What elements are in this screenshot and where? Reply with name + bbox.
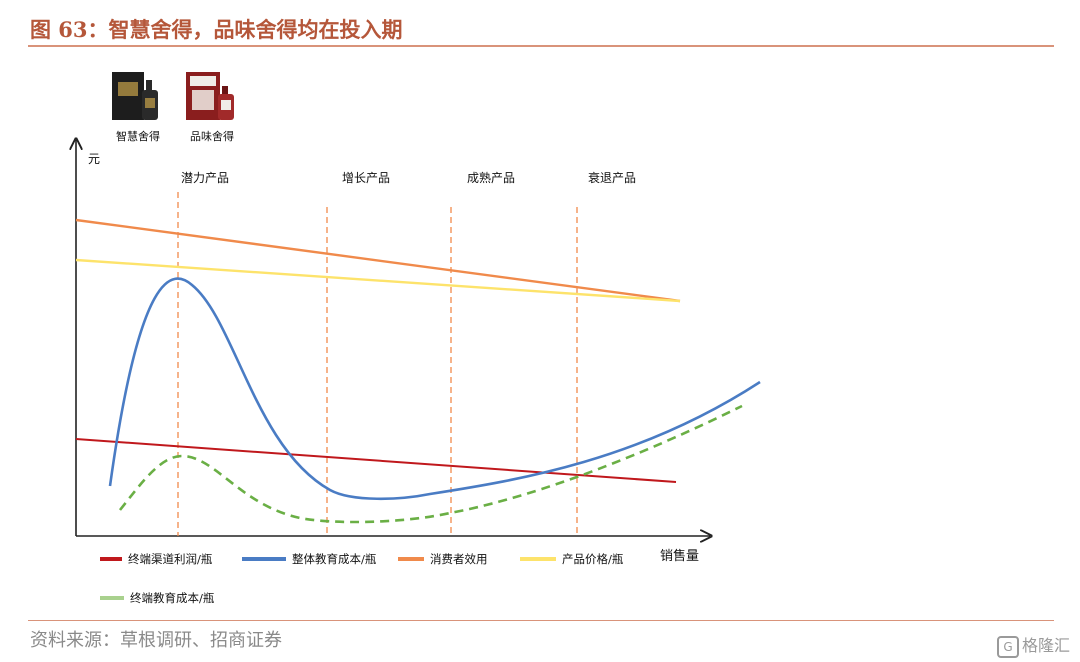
x-axis-label: 销售量: [660, 548, 699, 564]
y-axis-label: 元: [88, 152, 100, 166]
stage-label: 潜力产品: [181, 171, 229, 185]
stage-label: 衰退产品: [588, 170, 636, 185]
series-line-consumer-utility: [75, 218, 681, 303]
legend: 终端渠道利润/瓶 整体教育成本/瓶 消费者效用 产品价格/瓶 终端教育成本/瓶: [100, 552, 624, 605]
product-pinwei-shede: 品味舍得: [182, 64, 242, 144]
product-zhihui-shede: 智慧舍得: [108, 64, 168, 144]
series-line-product-price: [75, 258, 681, 303]
stage-label: 增长产品: [342, 171, 390, 185]
legend-swatch: [100, 557, 122, 561]
legend-label: 产品价格/瓶: [562, 552, 624, 566]
legend-label: 终端渠道利润/瓶: [128, 552, 213, 566]
legend-label: 消费者效用: [430, 552, 488, 566]
legend-swatch: [398, 557, 424, 561]
watermark: G 格隆汇: [996, 632, 1070, 658]
stage-label: 成熟产品: [467, 170, 515, 185]
watermark-logo-icon: G: [996, 635, 1019, 658]
footer-rule: [28, 620, 1054, 621]
series-line-terminal-education-cost: [118, 404, 743, 524]
product-caption: 智慧舍得: [116, 130, 160, 143]
watermark-text: 格隆汇: [1021, 636, 1070, 655]
source-note: 资料来源：草根调研、招商证券: [30, 630, 282, 651]
bottle-box-image: [186, 72, 234, 120]
page-title: 图 63：智慧舍得，品味舍得均在投入期: [30, 17, 403, 42]
bottle-box-image: [112, 72, 158, 120]
legend-swatch: [100, 596, 124, 600]
legend-swatch: [242, 557, 286, 561]
legend-swatch: [520, 557, 556, 561]
product-caption: 品味舍得: [190, 130, 234, 143]
legend-label: 整体教育成本/瓶: [292, 552, 377, 566]
series-line-channel-profit: [75, 438, 677, 483]
series-line-overall-education-cost: [108, 277, 761, 501]
title-rule: [28, 45, 1054, 47]
legend-label: 终端教育成本/瓶: [130, 591, 215, 605]
